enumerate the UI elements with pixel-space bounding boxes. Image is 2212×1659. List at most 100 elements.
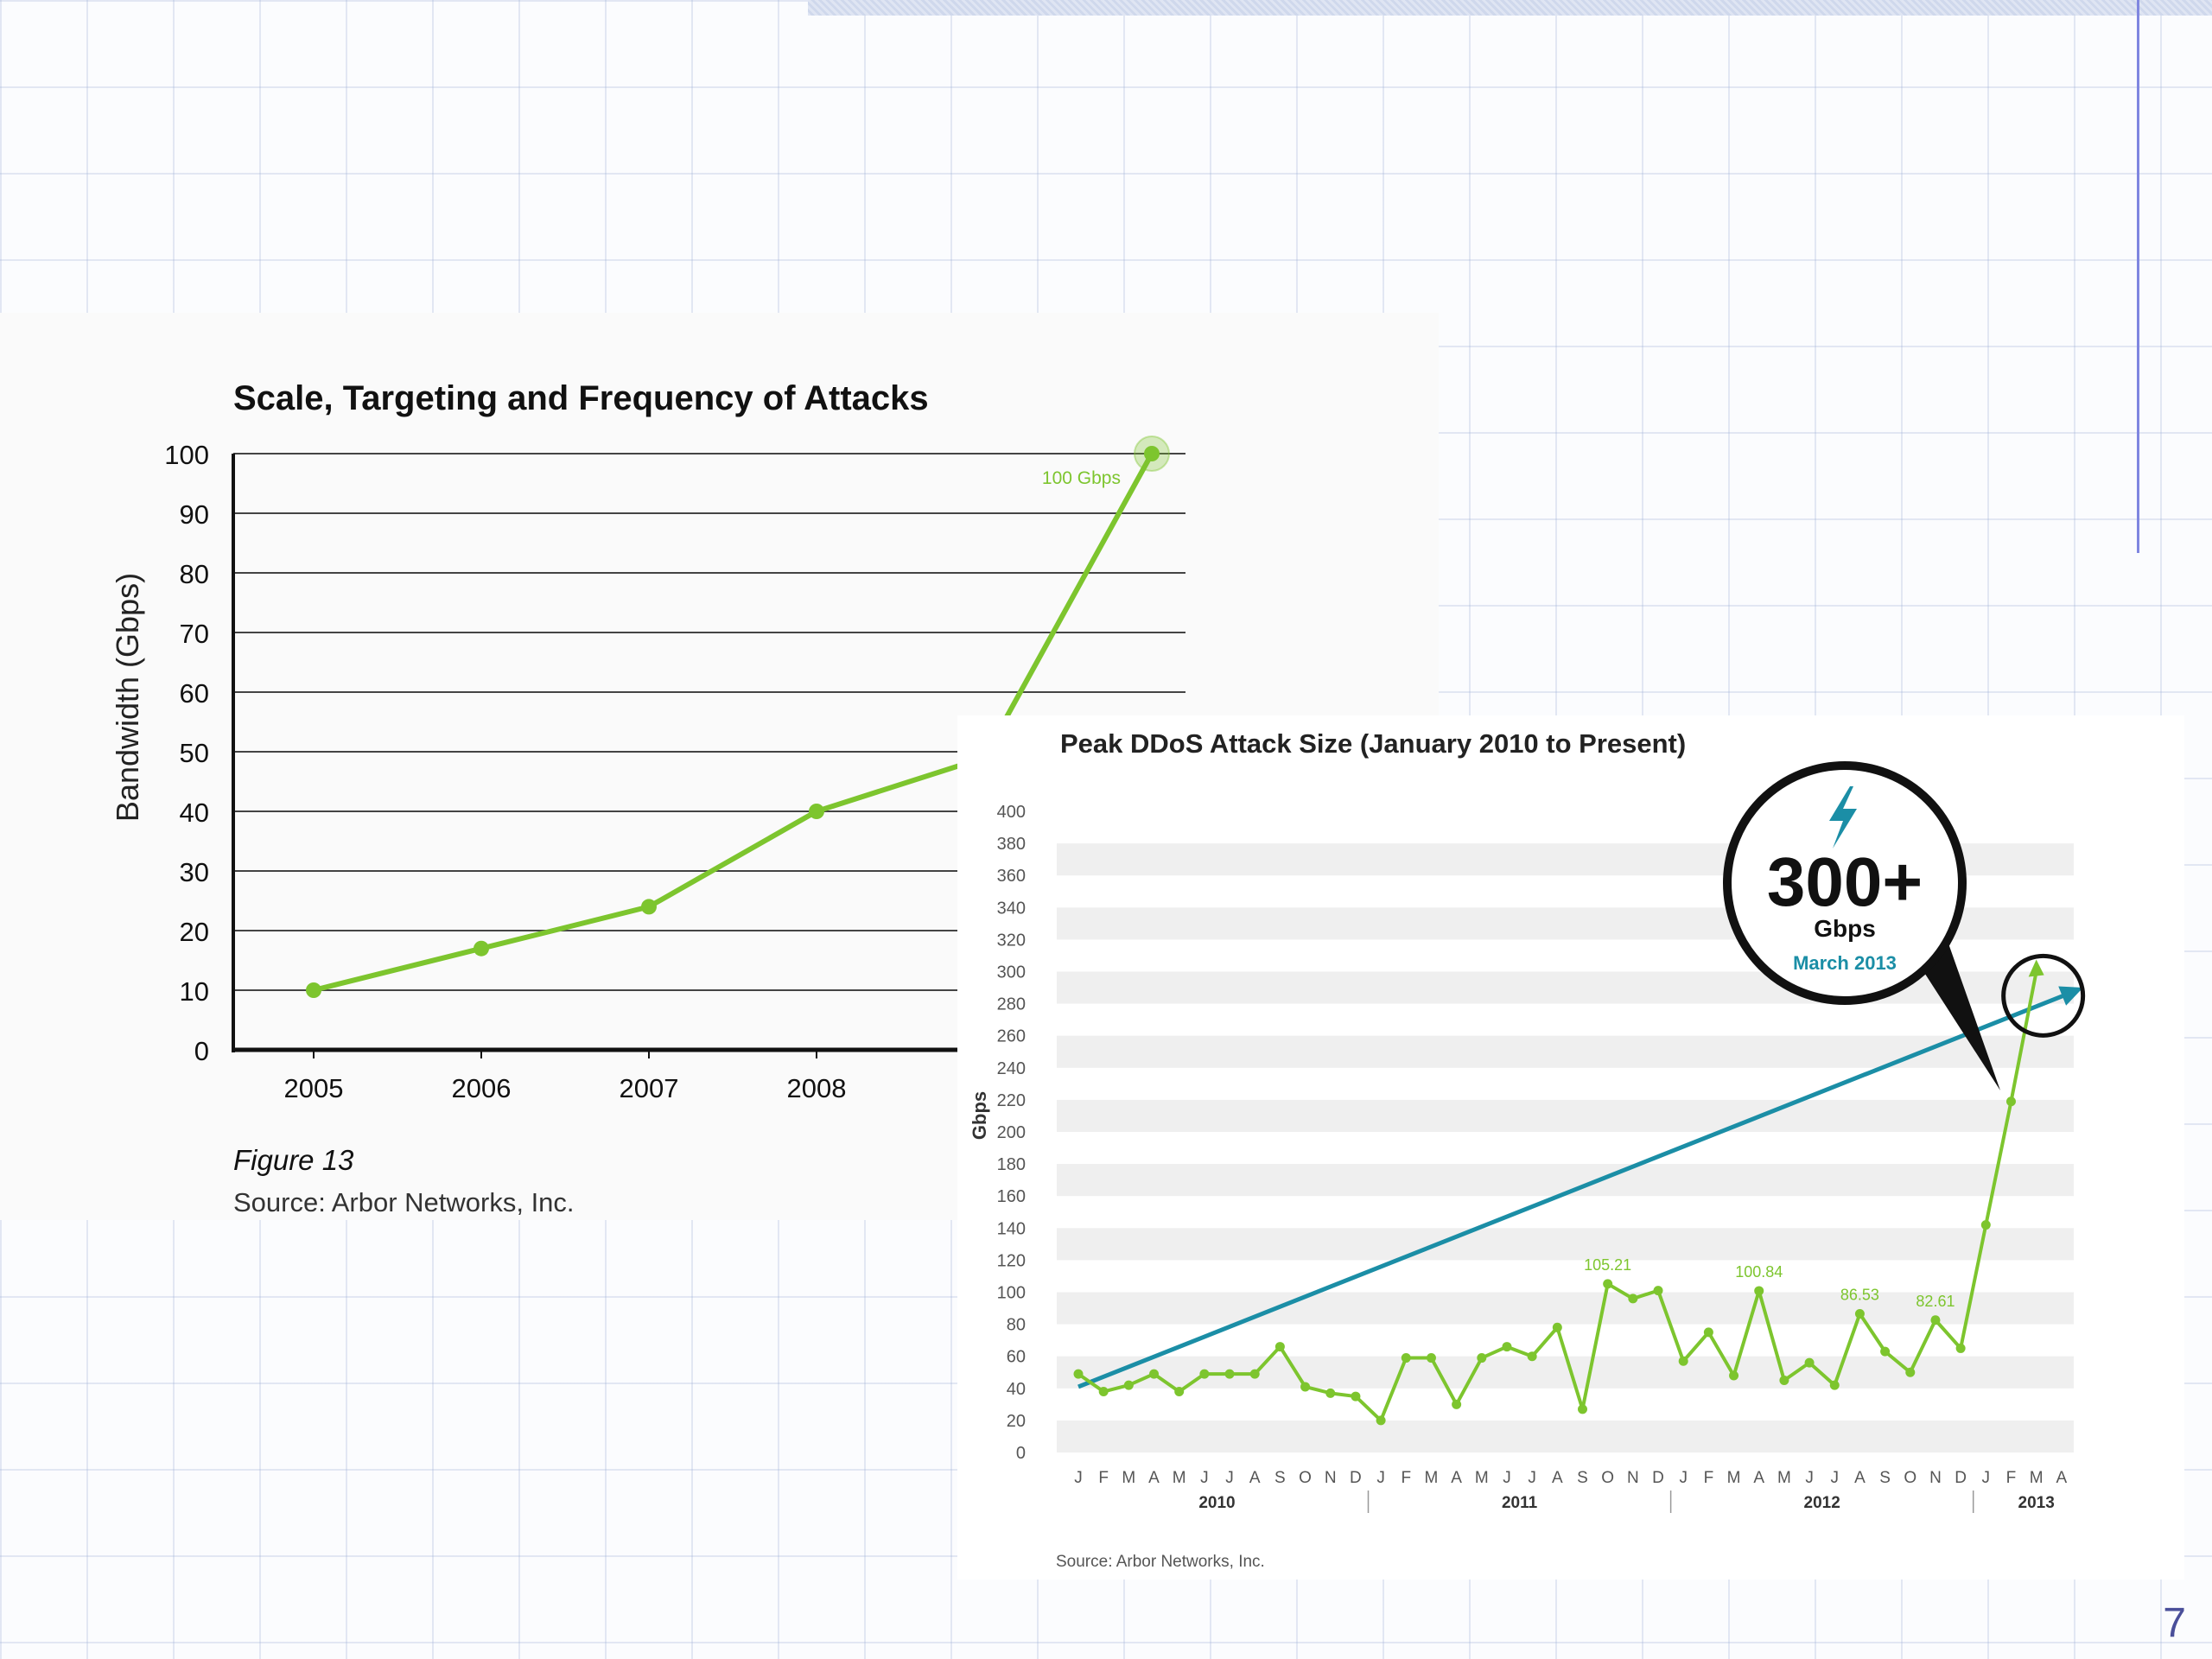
chart2-y-tick-label: 120 [997,1251,1026,1270]
chart2-month-label: A [1753,1469,1764,1487]
chart2-month-label: M [1777,1469,1791,1487]
chart2-month-label: N [1325,1469,1337,1487]
chart1-data-point [809,804,824,819]
chart2-year-label: 2012 [1804,1494,1840,1512]
chart1-y-tick-label: 100 [164,440,209,470]
chart1-series-line [313,452,1154,993]
chart2-band [1057,1420,2074,1452]
chart2-trend-arrow [1077,989,2074,1389]
chart2-data-point [1653,1286,1663,1296]
chart2-data-point [1578,1404,1587,1414]
chart2-month-label: A [2056,1469,2067,1487]
chart2-y-tick-label: 0 [1016,1444,1026,1463]
chart1-data-point [306,982,321,998]
chart2-month-label: D [1350,1469,1362,1487]
chart1-data-point [641,899,657,915]
chart2-data-point [1300,1382,1311,1392]
chart1-data-point [474,940,489,957]
chart2-point-label: 105.21 [1584,1256,1631,1274]
chart2-month-label: D [1652,1469,1664,1487]
chart2-y-tick-label: 400 [997,803,1026,822]
chart2-data-point [1829,1380,1840,1390]
chart2-month-label: D [1955,1469,1967,1487]
chart2-data-point [1779,1376,1789,1386]
chart2-month-label: J [1225,1469,1234,1487]
peak-ddos-chart-panel: Peak DDoS Attack Size (January 2010 to P… [957,715,2184,1580]
chart2-data-point [1703,1327,1713,1338]
chart2-highlight-circle [2001,953,2086,1038]
chart2-year-label: 2010 [1198,1494,1235,1512]
chart2-data-point [1452,1399,1462,1409]
chart2-month-label: O [1904,1469,1916,1487]
chart2-y-tick-label: 360 [997,867,1026,886]
peak-ddos-chart: Peak DDoS Attack Size (January 2010 to P… [969,728,2086,1571]
chart2-month-label: J [1503,1469,1511,1487]
chart2-data-point [1880,1346,1891,1357]
chart2-data-point [1325,1388,1336,1398]
chart2-band [1057,1099,2074,1132]
chart2-series-arrow-head [2028,959,2044,977]
chart2-data-point [1678,1356,1688,1366]
chart2-month-label: F [1704,1469,1714,1487]
chart2-trend-arrow-head [2058,986,2083,1006]
chart1-title: Scale, Targeting and Frequency of Attack… [233,379,929,417]
chart2-year-label: 2011 [1502,1494,1538,1512]
chart2-band [1057,1228,2074,1261]
chart2-month-label: J [1200,1469,1209,1487]
page-number: 7 [2163,1600,2186,1646]
chart2-month-label: S [1879,1469,1891,1487]
chart1-y-tick-label: 30 [180,857,209,887]
chart2-data-point [1426,1353,1436,1363]
chart2-y-tick-label: 240 [997,1059,1026,1078]
chart2-y-tick-label: 280 [997,995,1026,1014]
vertical-accent-line [2137,0,2139,553]
chart2-month-label: J [1982,1469,1991,1487]
chart2-callout-pointer [1914,944,2000,1090]
chart2-data-point [1754,1286,1764,1296]
chart2-data-point [1854,1308,1865,1319]
chart1-y-tick-label: 40 [180,798,209,828]
chart2-y-tick-label: 380 [997,835,1026,854]
chart1-source: Source: Arbor Networks, Inc. [233,1187,575,1217]
chart2-month-label: S [1274,1469,1286,1487]
chart2-data-point [1804,1357,1815,1368]
chart2-data-point [1149,1369,1160,1379]
chart2-data-point [2005,1096,2016,1107]
top-decor-band [808,0,2212,16]
chart2-data-point [1123,1380,1134,1390]
chart2-data-point [1274,1342,1285,1352]
chart1-x-tick-label: 2008 [787,1073,847,1103]
chart2-data-point [1224,1369,1235,1379]
chart2-source: Source: Arbor Networks, Inc. [1056,1553,1265,1571]
chart2-month-label: A [1854,1469,1866,1487]
chart2-y-tick-label: 180 [997,1155,1026,1174]
chart2-month-label: M [1425,1469,1439,1487]
lightning-icon [1829,786,1857,849]
chart2-y-tick-label: 220 [997,1091,1026,1110]
chart2-band [1057,1164,2074,1197]
chart1-y-tick-label: 0 [194,1036,209,1066]
chart2-data-point [1905,1367,1916,1377]
chart1-peak-point [1144,446,1160,461]
chart1-x-tick-label: 2007 [620,1073,679,1103]
chart2-month-label: M [1173,1469,1186,1487]
chart2-month-label: M [1475,1469,1489,1487]
chart1-x-tick-label: 2005 [284,1073,344,1103]
chart2-data-point [1477,1353,1487,1363]
chart1-y-axis-label: Bandwidth (Gbps) [110,573,145,822]
chart2-data-point [1174,1387,1185,1397]
chart2-month-label: O [1299,1469,1312,1487]
chart2-month-label: J [1831,1469,1840,1487]
chart2-point-label: 86.53 [1840,1286,1879,1303]
chart2-y-tick-label: 260 [997,1027,1026,1046]
chart2-month-label: J [1528,1469,1536,1487]
chart2-band [1057,1292,2074,1325]
chart1-y-tick-label: 50 [180,738,209,768]
chart2-callout-unit: Gbps [1814,915,1876,942]
chart2-y-axis-label: Gbps [969,1091,990,1140]
chart2-callout-circle [1723,761,1967,1005]
chart2-data-point [1603,1279,1613,1289]
chart2-y-tick-label: 200 [997,1123,1026,1142]
chart1-y-tick-label: 10 [180,976,209,1007]
chart2-month-label: J [1376,1469,1385,1487]
